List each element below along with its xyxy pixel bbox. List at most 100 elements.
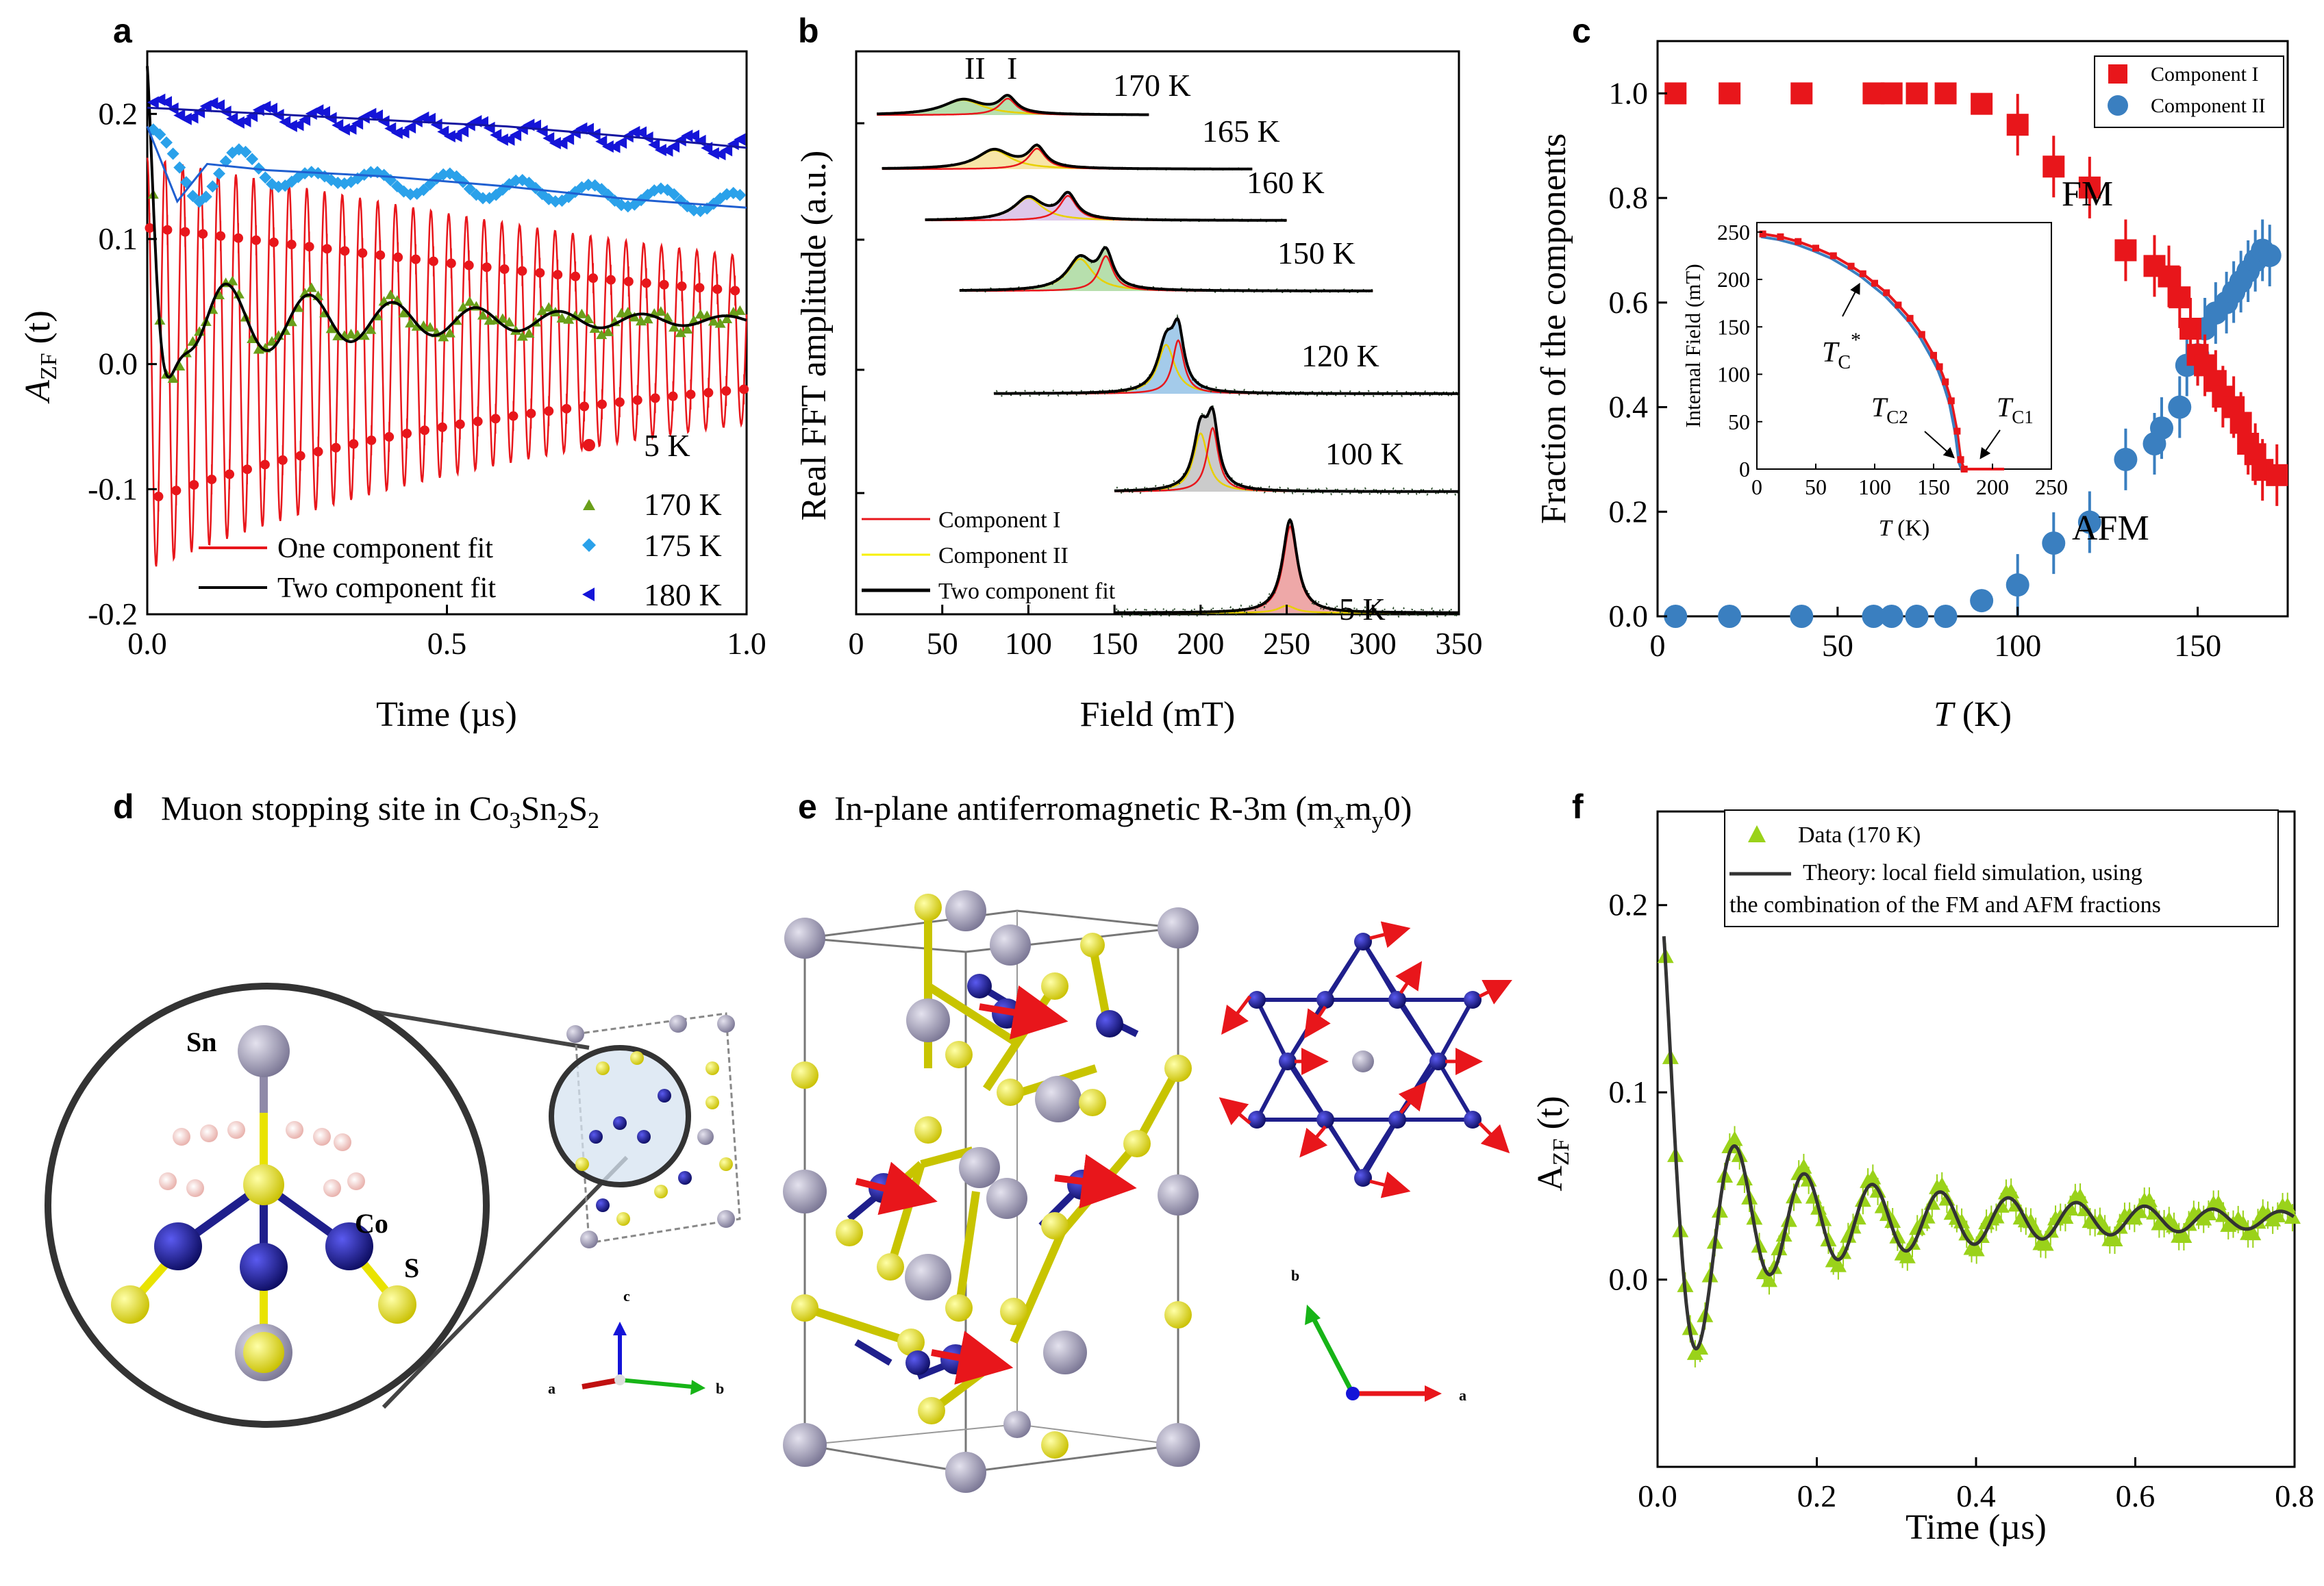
axis-b-label: b bbox=[716, 1380, 724, 1397]
data-point-5k bbox=[375, 250, 386, 260]
data-point-175k bbox=[529, 181, 542, 194]
data-point-5k bbox=[428, 256, 438, 266]
spectrum-label: 5 K bbox=[1339, 592, 1386, 627]
data-point-5k bbox=[411, 254, 421, 264]
data-point-180k bbox=[292, 118, 304, 131]
data-point-170k bbox=[497, 313, 508, 323]
data-point-5k bbox=[562, 403, 572, 414]
spectrum-label: 150 K bbox=[1277, 236, 1355, 270]
inset-x-tick-label: 250 bbox=[2035, 475, 2068, 499]
panel-a-y-tick-label: 0.2 bbox=[99, 96, 138, 131]
legend-180k-label: 180 K bbox=[644, 577, 722, 612]
panel-f-y-tick-label: 0.0 bbox=[1609, 1262, 1649, 1297]
data-point-175k bbox=[259, 171, 272, 184]
data-point-180k bbox=[345, 122, 357, 135]
panel-b-x-tick-label: 200 bbox=[1177, 626, 1224, 661]
axis-a-label: a bbox=[548, 1380, 555, 1397]
data-point-component-i bbox=[1934, 82, 1957, 105]
arrow-tc1 bbox=[1979, 429, 2001, 460]
data-point-component-ii bbox=[1664, 605, 1688, 628]
data-point-170k bbox=[503, 316, 515, 327]
data-point-5k bbox=[712, 284, 723, 294]
data-point-5k bbox=[721, 386, 732, 396]
data-point-5k bbox=[313, 446, 323, 457]
data-point-5k bbox=[597, 399, 607, 410]
data-point-5k bbox=[358, 248, 368, 258]
data-point-170k bbox=[1889, 1228, 1906, 1244]
kagome-sites bbox=[1248, 933, 1482, 1187]
panel-c-x-tick-label: 150 bbox=[2174, 628, 2221, 663]
inset-x-tick-label: 150 bbox=[1917, 475, 1950, 499]
inset-data-point bbox=[1777, 233, 1784, 240]
data-point-170k bbox=[563, 314, 575, 324]
panel-c-y-tick-label: 1.0 bbox=[1609, 75, 1649, 110]
panel-c-y-tick-label: 0.4 bbox=[1609, 390, 1649, 425]
data-point-170k bbox=[458, 301, 469, 312]
data-point-180k bbox=[239, 114, 251, 127]
panel-c-x-tick-label: 50 bbox=[1822, 628, 1853, 663]
data-point-170k bbox=[1884, 1212, 1901, 1228]
data-point-170k bbox=[655, 306, 666, 316]
panel-a-chart: 0.0 0.5 1.0 -0.2 -0.1 0.0 0.1 0.2 One component… bbox=[18, 50, 766, 734]
label-s: S bbox=[404, 1253, 419, 1283]
annotation-fm: FM bbox=[2062, 175, 2113, 214]
panel-a-x-tick-label: 0.0 bbox=[127, 626, 167, 661]
data-point-component-ii bbox=[2077, 510, 2101, 534]
data-point-180k bbox=[707, 147, 719, 160]
data-point-170k bbox=[1864, 1169, 1882, 1185]
data-point-180k bbox=[266, 103, 277, 116]
legend-theory-line2: the combination of the FM and AFM fracti… bbox=[1729, 892, 2161, 918]
panel-b-x-tick-label: 300 bbox=[1349, 626, 1397, 661]
inset-x-tick-label: 50 bbox=[1805, 475, 1827, 499]
panel-c-xlabel: T (K) bbox=[1934, 695, 2012, 734]
label-co: Co bbox=[355, 1208, 388, 1239]
two-component-fit-curve bbox=[994, 316, 1459, 395]
data-point-175k bbox=[153, 128, 166, 141]
data-point-170k bbox=[622, 306, 634, 316]
data-point-170k bbox=[247, 333, 258, 344]
data-point-180k bbox=[417, 111, 429, 124]
data-point-180k bbox=[542, 131, 555, 144]
data-point-170k bbox=[2269, 1207, 2286, 1222]
data-point-170k bbox=[1771, 1240, 1788, 1256]
inset-y-tick-label: 200 bbox=[1717, 267, 1750, 292]
data-point-5k bbox=[677, 281, 687, 291]
data-point-170k bbox=[734, 305, 746, 315]
data-point-180k bbox=[443, 130, 455, 143]
data-point-5k bbox=[331, 442, 341, 453]
co-atom bbox=[240, 1243, 288, 1291]
data-point-170k bbox=[714, 318, 726, 328]
data-point-180k bbox=[285, 119, 297, 132]
inset-x-tick-label: 200 bbox=[1976, 475, 2009, 499]
label-tc2: TC2 bbox=[1871, 392, 1908, 427]
data-point-180k bbox=[160, 96, 172, 109]
data-point-170k bbox=[464, 296, 475, 306]
data-point-180k bbox=[437, 125, 449, 138]
data-point-170k bbox=[286, 316, 297, 327]
data-point-5k bbox=[366, 435, 377, 445]
data-point-5k bbox=[171, 486, 182, 496]
spectrum-fill bbox=[1114, 407, 1459, 492]
data-point-component-ii bbox=[1790, 605, 1814, 628]
data-point-5k bbox=[464, 260, 474, 270]
data-point-component-i bbox=[1906, 82, 1928, 105]
legend-c-component-i-label: Component I bbox=[2151, 63, 2259, 86]
data-point-170k bbox=[266, 336, 277, 346]
data-point-170k bbox=[583, 314, 594, 324]
data-point-170k bbox=[1958, 1225, 1975, 1241]
data-point-180k bbox=[179, 112, 192, 125]
data-point-180k bbox=[608, 140, 621, 153]
panel-b-x-tick-label: 150 bbox=[1091, 626, 1138, 661]
spectrum-fill bbox=[959, 247, 1373, 291]
inset-ylabel: Internal Field (mT) bbox=[1681, 264, 1705, 427]
arrow-tc2 bbox=[1924, 431, 1955, 459]
legend-component-ii-label: Component II bbox=[938, 543, 1069, 568]
spectrum-fill bbox=[882, 144, 1253, 169]
data-point-5k bbox=[260, 460, 270, 470]
data-point-170k bbox=[1760, 1272, 1777, 1287]
data-point-170k bbox=[2003, 1183, 2020, 1198]
inset-data-point bbox=[1859, 270, 1866, 277]
data-point-5k bbox=[571, 271, 581, 281]
data-point-180k bbox=[635, 126, 647, 139]
data-point-component-i bbox=[2006, 114, 2029, 136]
